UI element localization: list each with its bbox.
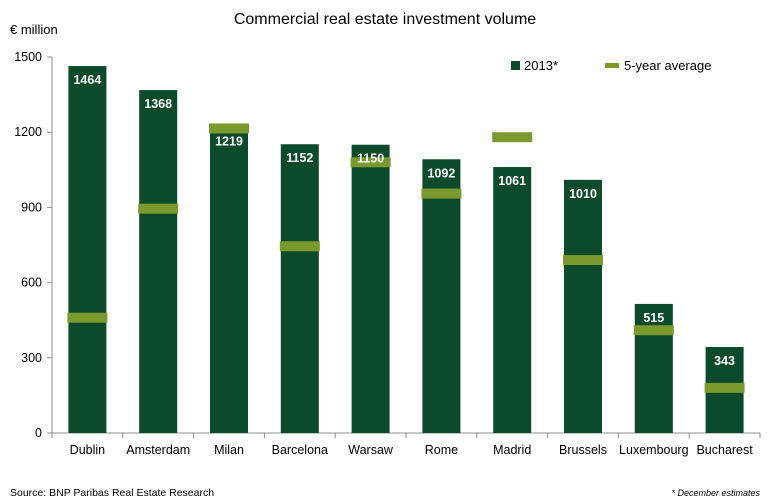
y-tick-label: 900 xyxy=(21,200,42,214)
avg-marker-amsterdam xyxy=(138,203,179,214)
bar-amsterdam xyxy=(139,90,178,433)
data-label-dublin: 1464 xyxy=(73,73,101,87)
legend: 2013* 5-year average xyxy=(511,58,711,73)
category-label-bucharest: Bucharest xyxy=(696,443,753,457)
legend-swatch-2013 xyxy=(511,61,520,70)
category-label-dublin: Dublin xyxy=(70,443,105,457)
category-label-warsaw: Warsaw xyxy=(348,443,394,457)
data-label-luxembourg: 515 xyxy=(643,311,664,325)
legend-swatch-5-year-average xyxy=(605,63,619,68)
source-note: Source: BNP Paribas Real Estate Research xyxy=(10,487,214,499)
data-label-milan: 1219 xyxy=(215,134,243,148)
y-tick-label: 600 xyxy=(21,276,42,290)
y-tick-label: 0 xyxy=(35,426,42,440)
avg-marker-dublin xyxy=(67,312,108,323)
avg-marker-brussels xyxy=(563,255,603,266)
category-labels: Dublin Amsterdam Milan Barcelona Warsaw Rome M… xyxy=(70,443,754,457)
bar-dublin xyxy=(68,66,107,434)
bar-madrid xyxy=(493,167,532,433)
data-labels: 1464 1368 1219 1152 1150 1092 1061 1010 515 343 xyxy=(73,73,735,368)
category-label-madrid: Madrid xyxy=(493,443,531,457)
data-label-brussels: 1010 xyxy=(569,187,597,201)
category-label-brussels: Brussels xyxy=(559,443,607,457)
avg-marker-madrid xyxy=(492,132,533,143)
footnote: * December estimates xyxy=(671,488,760,498)
bar-rome xyxy=(422,159,461,433)
marker-series-5-year-average xyxy=(67,123,745,393)
y-axis: 0 300 600 900 1200 1500 xyxy=(14,50,53,440)
data-label-madrid: 1061 xyxy=(498,174,526,188)
category-label-barcelona: Barcelona xyxy=(272,443,328,457)
bar-series-2013 xyxy=(68,66,744,434)
y-tick-label: 1200 xyxy=(14,125,42,139)
data-label-barcelona: 1152 xyxy=(286,151,313,165)
x-axis xyxy=(51,432,761,438)
y-axis-unit-label: € million xyxy=(10,22,58,37)
chart-title: Commercial real estate investment volume xyxy=(234,11,536,28)
bar-milan xyxy=(210,127,248,434)
bar-brussels xyxy=(564,179,602,433)
data-label-rome: 1092 xyxy=(427,166,455,180)
bar-warsaw xyxy=(351,144,390,433)
y-tick-label: 1500 xyxy=(14,50,42,64)
category-label-luxembourg: Luxembourg xyxy=(619,443,689,457)
legend-label-5-year-average: 5-year average xyxy=(624,58,711,73)
avg-marker-milan xyxy=(209,123,249,134)
category-label-amsterdam: Amsterdam xyxy=(126,443,190,457)
avg-marker-bucharest xyxy=(704,382,745,393)
avg-marker-luxembourg xyxy=(633,325,674,336)
avg-marker-rome xyxy=(421,188,462,199)
category-label-milan: Milan xyxy=(214,443,244,457)
avg-marker-barcelona xyxy=(279,241,320,252)
data-label-amsterdam: 1368 xyxy=(144,97,172,111)
bar-barcelona xyxy=(280,144,319,433)
avg-marker-warsaw xyxy=(350,157,391,168)
data-label-warsaw: 1150 xyxy=(357,152,384,166)
data-label-bucharest: 343 xyxy=(714,354,735,368)
category-label-rome: Rome xyxy=(425,443,458,457)
y-tick-label: 300 xyxy=(21,351,42,365)
legend-label-2013: 2013* xyxy=(524,58,558,73)
